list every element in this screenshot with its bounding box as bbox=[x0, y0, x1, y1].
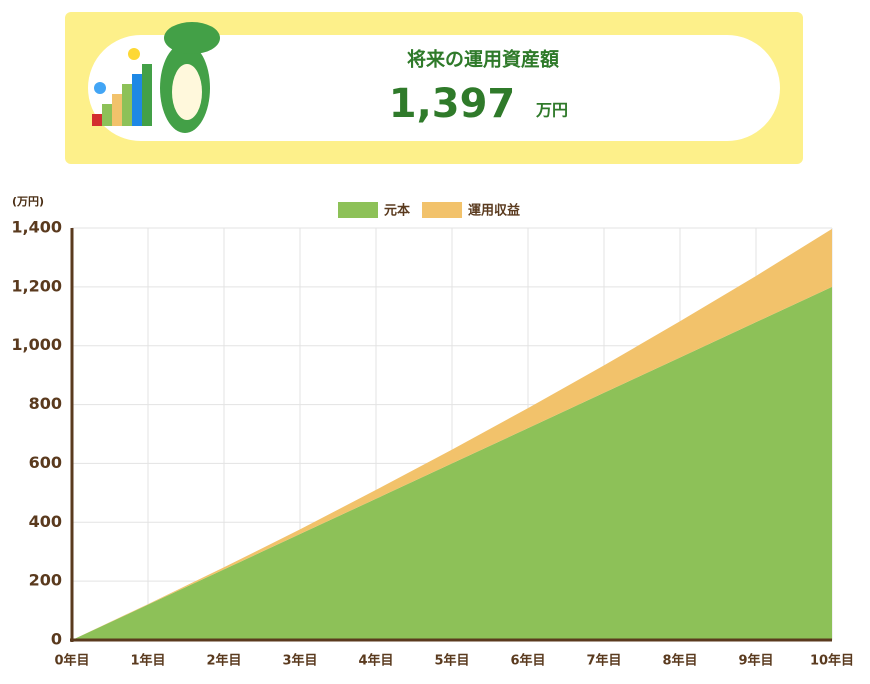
x-tick-label: 0年目 bbox=[54, 653, 89, 669]
y-tick-label: 1,400 bbox=[11, 218, 62, 237]
x-tick-label: 6年目 bbox=[510, 653, 545, 669]
x-tick-label: 2年目 bbox=[206, 653, 241, 669]
header-amount: 1,397 bbox=[389, 81, 516, 127]
header-title: 将来の運用資産額 bbox=[407, 48, 559, 71]
y-tick-label: 200 bbox=[29, 571, 62, 590]
y-tick-label: 0 bbox=[51, 630, 62, 649]
legend-swatch bbox=[422, 202, 463, 218]
y-tick-label: 600 bbox=[29, 453, 62, 472]
legend-label: 元本 bbox=[384, 203, 410, 219]
y-tick-label: 400 bbox=[29, 512, 62, 531]
header-pill bbox=[88, 35, 780, 141]
y-tick-label: 800 bbox=[29, 394, 62, 413]
legend-swatch bbox=[338, 202, 378, 218]
x-tick-label: 7年目 bbox=[586, 653, 621, 669]
mascot bbox=[92, 22, 220, 133]
x-tick-label: 5年目 bbox=[434, 653, 469, 669]
x-tick-label: 3年目 bbox=[282, 653, 317, 669]
x-tick-label: 1年目 bbox=[130, 653, 165, 669]
header-unit: 万円 bbox=[535, 101, 568, 120]
x-tick-label: 4年目 bbox=[358, 653, 393, 669]
y-axis-label: (万円) bbox=[12, 195, 44, 208]
x-tick-label: 8年目 bbox=[662, 653, 697, 669]
legend-label: 運用収益 bbox=[468, 203, 520, 219]
x-tick-label: 9年目 bbox=[738, 653, 773, 669]
x-tick-label: 10年目 bbox=[810, 653, 854, 669]
y-tick-label: 1,000 bbox=[11, 335, 62, 354]
y-tick-label: 1,200 bbox=[11, 276, 62, 295]
